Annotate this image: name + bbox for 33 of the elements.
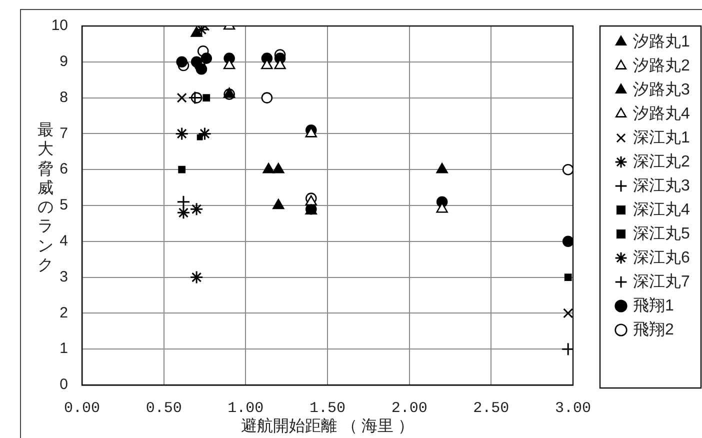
- x-axis-title: 避航開始距離 （ 海里 ）: [240, 416, 414, 435]
- y-tick-label: 10: [51, 17, 68, 34]
- y-tick-label: 7: [60, 124, 68, 142]
- legend-label: 深江丸3: [633, 176, 690, 194]
- legend-label: 汐路丸3: [633, 80, 690, 98]
- legend-label: 飛翔1: [633, 296, 674, 314]
- y-tick-label: 3: [60, 268, 68, 286]
- legend-label: 深江丸7: [633, 272, 690, 290]
- x-tick-label: 0.00: [64, 400, 100, 417]
- legend-label: 深江丸4: [633, 200, 690, 218]
- y-tick-label: 0: [60, 376, 68, 394]
- legend-label: 汐路丸1: [633, 32, 690, 50]
- x-tick-label: 2.50: [473, 400, 510, 417]
- y-tick-label: 2: [60, 304, 68, 322]
- legend-label: 飛翔2: [633, 320, 674, 338]
- x-tick-label: 3.00: [554, 400, 592, 417]
- y-tick-label: 1: [60, 340, 68, 358]
- y-tick-label: 4: [60, 232, 68, 250]
- y-axis-title: 最大脅威のランク: [37, 121, 54, 276]
- legend-label: 深江丸1: [633, 128, 690, 146]
- legend-label: 汐路丸4: [633, 104, 690, 122]
- y-tick-label: 5: [60, 196, 68, 214]
- legend-label: 汐路丸2: [633, 56, 690, 74]
- x-tick-label: 1.00: [228, 400, 264, 417]
- x-tick-label: 1.50: [309, 400, 346, 417]
- y-tick-label: 6: [60, 160, 68, 178]
- legend-label: 深江丸6: [633, 248, 690, 266]
- legend-label: 深江丸2: [633, 152, 690, 170]
- y-tick-label: 9: [60, 53, 68, 70]
- y-tick-label: 8: [60, 88, 68, 106]
- legend-label: 深江丸5: [633, 224, 690, 242]
- x-tick-label: 0.50: [146, 400, 182, 417]
- x-tick-label: 2.00: [391, 400, 428, 417]
